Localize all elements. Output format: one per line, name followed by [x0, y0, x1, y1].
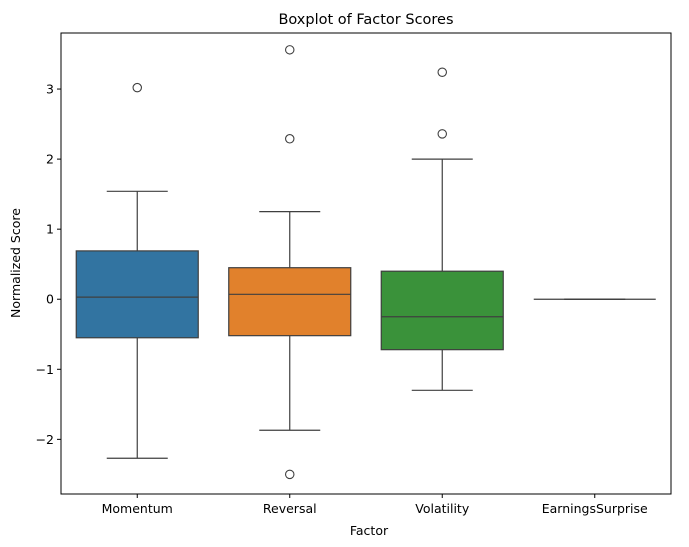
plot-frame	[60, 32, 672, 495]
y-tick-label: −2	[36, 432, 54, 447]
outlier-point	[437, 129, 447, 139]
x-tick-label: Momentum	[102, 501, 173, 516]
x-tick-label: EarningsSurprise	[542, 501, 648, 516]
x-axis-label: Factor	[350, 523, 389, 538]
y-tick-label: 0	[46, 292, 54, 307]
box-group	[75, 82, 199, 459]
x-tick-label: Volatility	[415, 501, 470, 516]
chart-title: Boxplot of Factor Scores	[278, 12, 453, 28]
x-tick-label: Reversal	[263, 501, 317, 516]
y-tick-label: −1	[36, 362, 54, 377]
y-tick-label: 2	[46, 152, 54, 167]
x-axis: Momentum Reversal Volatility EarningsSurpri…	[102, 494, 648, 516]
iqr-box	[228, 267, 352, 337]
outlier-point	[437, 67, 447, 77]
box-group	[228, 45, 352, 480]
outlier-point	[132, 82, 143, 93]
outlier-point	[284, 134, 295, 144]
y-tick-label: 1	[46, 222, 54, 237]
y-axis-label: Normalized Score	[8, 208, 23, 318]
iqr-box	[75, 250, 199, 339]
boxes	[75, 45, 656, 480]
outlier-point	[284, 469, 295, 480]
box-group	[380, 67, 504, 391]
outlier-point	[284, 45, 295, 55]
y-axis: −2 −1 0 1 2 3	[36, 82, 61, 447]
y-tick-label: 3	[46, 82, 54, 97]
iqr-box	[380, 270, 504, 351]
